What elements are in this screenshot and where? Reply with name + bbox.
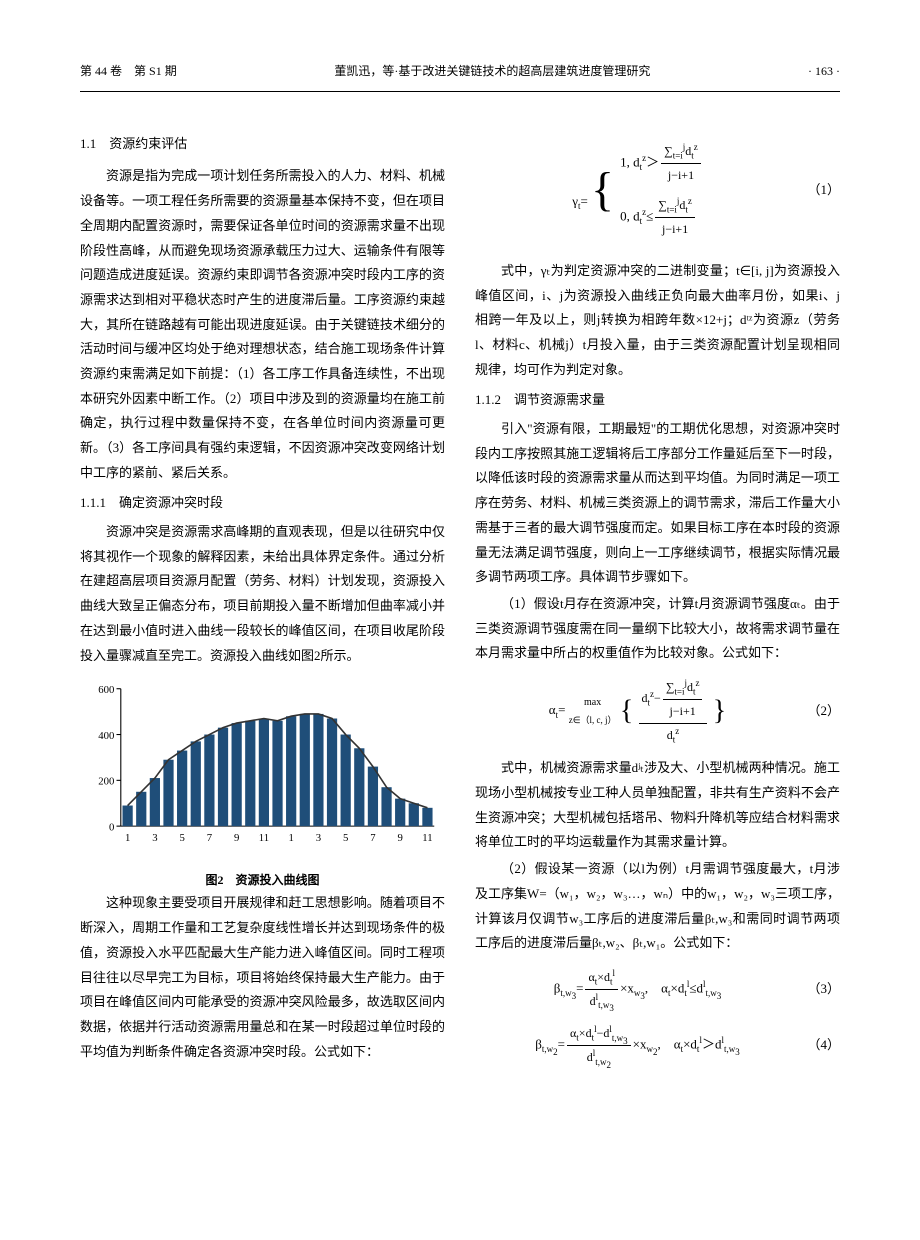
resource-input-chart: 020040060013579111357911: [80, 678, 445, 850]
header-volume-issue: 第 44 卷 第 S1 期: [80, 60, 177, 83]
svg-text:3: 3: [152, 832, 157, 844]
page-number: · 163 ·: [808, 60, 840, 83]
volume-label: 第 44 卷: [80, 64, 122, 78]
equation-4: βt,w2=αt×dtl−dlt,w3dlt,w2×xw2, αt×dtl＞dl…: [475, 1022, 840, 1069]
eq4-number: （4）: [800, 1033, 840, 1058]
svg-text:1: 1: [125, 832, 130, 844]
svg-text:11: 11: [422, 832, 432, 844]
equation-2: αt= max z∈（l, c, j） { dtz−∑t=ijdtzj−i+1 …: [475, 676, 840, 746]
section-1-1-1-title: 1.1.1 确定资源冲突时段: [80, 491, 445, 516]
paragraph-3: 这种现象主要受项目开展规律和赶工思想影响。随着项目不断深入，周期工作量和工艺复杂…: [80, 891, 445, 1064]
svg-text:3: 3: [316, 832, 321, 844]
header-title: 董凯迅，等·基于改进关键链技术的超高层建筑进度管理研究: [177, 60, 808, 83]
figure-2-caption: 图2 资源投入曲线图: [80, 869, 445, 892]
figure-2-chart: 020040060013579111357911: [80, 678, 445, 858]
svg-text:400: 400: [98, 730, 114, 742]
equation-1: γt= { 1, dtz＞∑t=ijdtzj−i+1 0, dtz≤∑t=ijd…: [475, 132, 840, 249]
svg-text:5: 5: [179, 832, 184, 844]
equation-3: βt,w3=αt×dtldlt,w3×xw3, αt×dtl≤dlt,w3 （3…: [475, 966, 840, 1013]
svg-text:9: 9: [398, 832, 403, 844]
left-column: 1.1 资源约束评估 资源是指为完成一项计划任务所需投入的人力、材料、机械设备等…: [80, 122, 445, 1079]
paragraph-4: 引入"资源有限，工期最短"的工期优化思想，对资源冲突时段内工序按照其施工逻辑将后…: [475, 417, 840, 590]
eq1-number: （1）: [800, 178, 840, 203]
eq1-body: γt= { 1, dtz＞∑t=ijdtzj−i+1 0, dtz≤∑t=ijd…: [475, 132, 800, 249]
svg-text:0: 0: [109, 822, 114, 834]
issue-label: 第 S1 期: [134, 64, 177, 78]
eq2-explanation: 式中，机械资源需求量dʲₜ涉及大、小型机械两种情况。施工现场小型机械按专业工种人…: [475, 756, 840, 855]
eq1-explanation: 式中，γₜ为判定资源冲突的二进制变量；t∈[i, j]为资源投入峰值区间，i、j…: [475, 259, 840, 382]
paragraph-1: 资源是指为完成一项计划任务所需投入的人力、材料、机械设备等。一项工程任务所需要的…: [80, 164, 445, 485]
svg-text:5: 5: [343, 832, 348, 844]
svg-text:11: 11: [259, 832, 269, 844]
eq3-number: （3）: [800, 977, 840, 1002]
svg-text:200: 200: [98, 776, 114, 788]
right-column: γt= { 1, dtz＞∑t=ijdtzj−i+1 0, dtz≤∑t=ijd…: [475, 122, 840, 1079]
svg-text:1: 1: [288, 832, 293, 844]
page-header: 第 44 卷 第 S1 期 董凯迅，等·基于改进关键链技术的超高层建筑进度管理研…: [80, 60, 840, 92]
svg-text:7: 7: [370, 832, 376, 844]
section-1-1-2-title: 1.1.2 调节资源需求量: [475, 388, 840, 413]
eq2-number: （2）: [800, 699, 840, 724]
svg-text:600: 600: [98, 684, 114, 696]
paragraph-6: （2）假设某一资源（以l为例）t月需调节强度最大，t月涉及工序集W=（w₁，w₂…: [475, 857, 840, 956]
section-1-1-title: 1.1 资源约束评估: [80, 132, 445, 157]
svg-text:9: 9: [234, 832, 239, 844]
eq3-body: βt,w3=αt×dtldlt,w3×xw3, αt×dtl≤dlt,w3: [475, 966, 800, 1013]
paragraph-2: 资源冲突是资源需求高峰期的直观表现，但是以往研究中仅将其视作一个现象的解释因素，…: [80, 520, 445, 668]
eq4-body: βt,w2=αt×dtl−dlt,w3dlt,w2×xw2, αt×dtl＞dl…: [475, 1022, 800, 1069]
svg-text:7: 7: [207, 832, 213, 844]
paragraph-5: （1）假设t月存在资源冲突，计算t月资源调节强度αₜ。由于三类资源调节强度需在同…: [475, 592, 840, 666]
two-column-layout: 1.1 资源约束评估 资源是指为完成一项计划任务所需投入的人力、材料、机械设备等…: [80, 122, 840, 1079]
eq2-body: αt= max z∈（l, c, j） { dtz−∑t=ijdtzj−i+1 …: [475, 676, 800, 746]
